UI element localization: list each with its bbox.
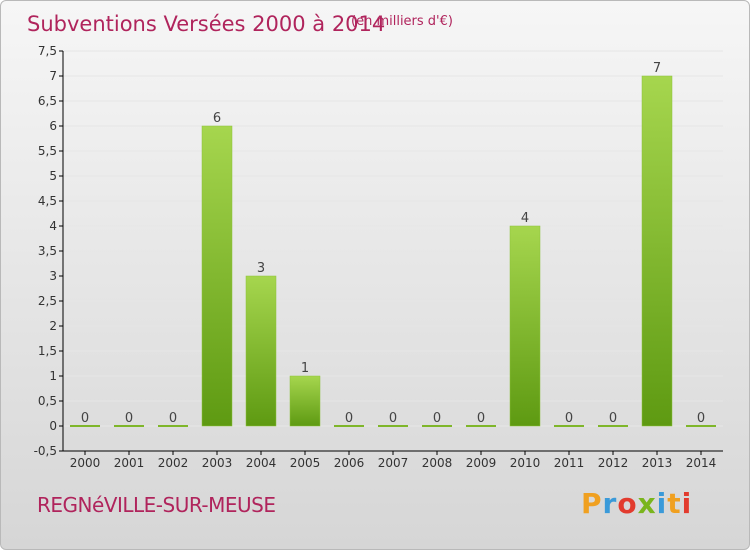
chart-title: Subventions Versées 2000 à 2014 [27,12,385,36]
y-tick-label: 2 [49,319,57,333]
bar [245,275,277,427]
x-tick-label: 2002 [158,456,189,470]
grid-lines [63,50,723,452]
x-tick-label: 2006 [334,456,365,470]
y-tick-label: 5 [49,169,57,183]
data-label: 0 [345,411,353,426]
proxiti-logo: Proxiti [581,487,692,520]
bar [641,75,673,427]
x-tick-label: 2010 [510,456,541,470]
x-tick-label: 2007 [378,456,409,470]
x-tick-label: 2005 [290,456,321,470]
y-tick-label: 3 [49,269,57,283]
x-tick-label: 2012 [598,456,629,470]
y-tick-label: 4 [49,219,57,233]
data-label: 1 [301,361,309,376]
y-tick-label: 1 [49,369,57,383]
data-label: 0 [697,411,705,426]
x-tick-label: 2013 [642,456,673,470]
data-label: 0 [389,411,397,426]
y-tick-label: 5,5 [38,144,57,158]
bars [70,75,716,427]
y-tick-label: -0,5 [34,444,57,458]
y-tick-label: 0,5 [38,394,57,408]
x-tick-label: 2000 [70,456,101,470]
data-label: 0 [565,411,573,426]
data-label: 0 [477,411,485,426]
x-tick-label: 2011 [554,456,585,470]
x-tick-label: 2001 [114,456,145,470]
commune-name: REGNéVILLE-SUR-MEUSE [37,493,276,517]
brand-letter: i [656,487,668,520]
data-label: 3 [257,261,265,276]
x-tick-label: 2009 [466,456,497,470]
data-label: 6 [213,111,221,126]
x-tick-label: 2003 [202,456,233,470]
axes: -0,5 0 0,5 1 1,5 2 2,5 3 3,5 4 4,5 5 5,5 6 6,5 7 7,5 2000… [34,44,723,470]
bar [509,225,541,427]
x-tick-label: 2004 [246,456,277,470]
data-label: 0 [433,411,441,426]
data-label: 0 [125,411,133,426]
y-tick-label: 4,5 [38,194,57,208]
x-tick-label: 2014 [686,456,717,470]
y-tick-label: 3,5 [38,244,57,258]
chart-unit-note: (en milliers d'€) [351,14,453,29]
y-tick-label: 1,5 [38,344,57,358]
brand-letter: P [581,487,603,520]
y-tick-label: 6 [49,119,57,133]
y-tick-label: 0 [49,419,57,433]
y-tick-label: 2,5 [38,294,57,308]
value-labels: 0 0 0 6 3 1 0 0 0 0 4 0 0 7 0 [81,61,705,426]
bar [289,375,321,427]
brand-letter: i [681,487,693,520]
y-tick-label: 6,5 [38,94,57,108]
brand-letter: r [602,487,618,520]
brand-letter: t [667,487,682,520]
x-tick-label: 2008 [422,456,453,470]
y-tick-label: 7 [49,69,57,83]
data-label: 0 [81,411,89,426]
data-label: 7 [653,61,661,76]
bar [201,125,233,427]
data-label: 0 [169,411,177,426]
data-label: 0 [609,411,617,426]
brand-letter: x [637,487,657,520]
brand-letter: o [617,487,638,520]
data-label: 4 [521,211,529,226]
y-tick-label: 7,5 [38,44,57,58]
